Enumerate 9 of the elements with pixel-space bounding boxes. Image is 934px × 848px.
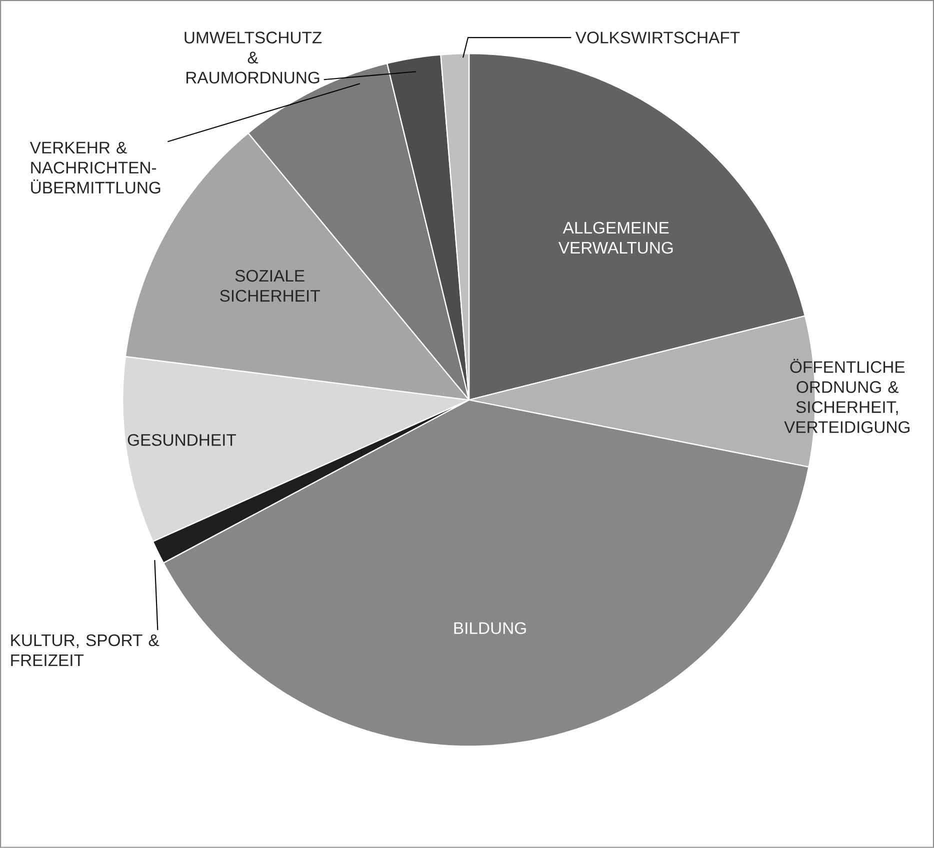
slice-label: ÖFFENTLICHE ORDNUNG & SICHERHEIT, VERTEIDIGUNG xyxy=(784,358,910,434)
slice-label: VOLKSWIRTSCHAFT xyxy=(575,32,740,44)
slice-label: BILDUNG xyxy=(454,622,526,634)
slice-label: SOZIALE SICHERHEIT xyxy=(220,270,320,302)
slice-label: GESUNDHEIT xyxy=(128,434,236,446)
slice-label: KULTUR, SPORT & FREIZEIT xyxy=(11,634,160,666)
slice-label: VERKEHR & NACHRICHTEN-ÜBERMITTLUNG xyxy=(30,142,160,194)
slice-label: ALLGEMEINE VERWALTUNG xyxy=(558,222,673,254)
slice-label: UMWELTSCHUTZ & RAUMORDNUNG xyxy=(184,32,322,84)
